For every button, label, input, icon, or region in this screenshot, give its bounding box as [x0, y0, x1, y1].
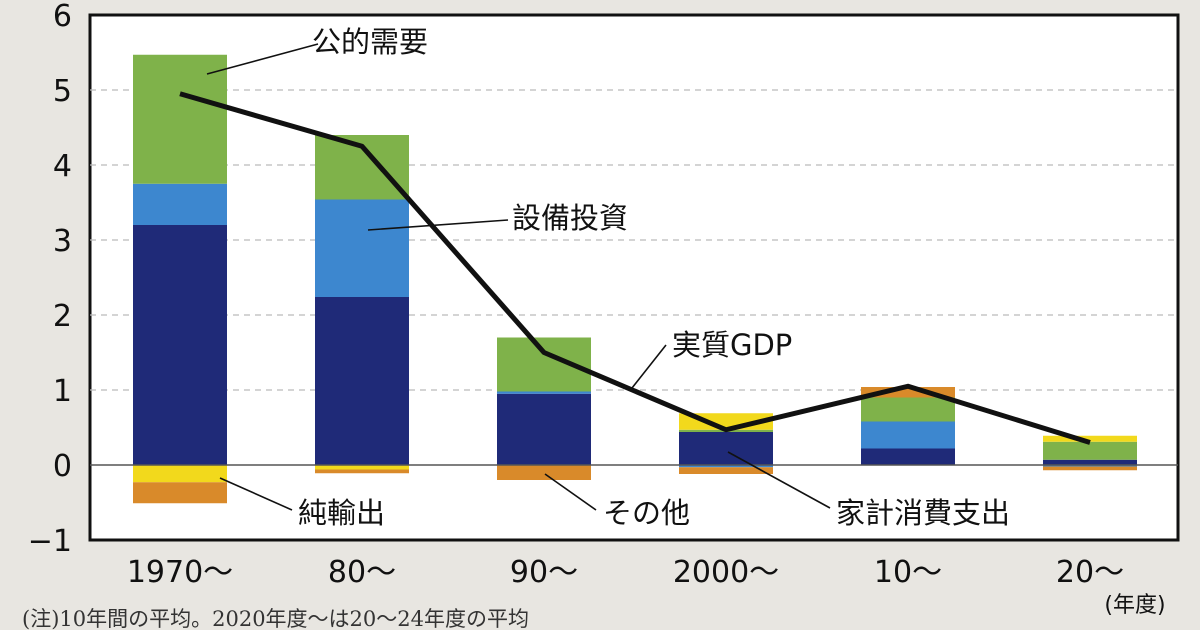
y-tick-label: 1	[53, 374, 72, 409]
bar-segment	[1043, 435, 1137, 442]
annotation-label: 公的需要	[312, 25, 428, 59]
bar-segment	[1043, 441, 1137, 460]
bar-segment	[133, 183, 227, 225]
bar-segment	[315, 199, 409, 297]
y-tick-label: 4	[53, 149, 72, 184]
bar-segment	[497, 391, 591, 394]
bar-segment	[861, 448, 955, 465]
annotation-leader	[727, 451, 831, 509]
bar-segment	[1043, 466, 1137, 471]
annotation-leaders	[206, 43, 831, 511]
annotation-leader	[367, 219, 509, 231]
y-tick-labels: −1 0 1 2 3 4 5 6	[28, 0, 72, 559]
bar-segment	[679, 465, 773, 468]
annotation-label: 実質GDP	[672, 328, 792, 362]
bar-segment	[497, 465, 591, 480]
bar-segment	[861, 387, 955, 398]
x-tick-labels: 1970〜 80〜 90〜 2000〜 10〜 20〜	[127, 555, 1124, 590]
annotation-leader	[206, 43, 319, 75]
y-tick-label: −1	[28, 524, 72, 559]
annotation-label: 純輸出	[298, 496, 385, 530]
annotation-leader	[544, 473, 597, 511]
y-tick-label: 5	[53, 74, 72, 109]
bar-segment	[315, 297, 409, 465]
bar-segment	[679, 467, 773, 474]
bar-segment	[133, 482, 227, 504]
y-tick-label: 6	[53, 0, 72, 34]
y-tick-label: 2	[53, 299, 72, 334]
x-tick-label: 20〜	[1056, 555, 1124, 590]
bar-segment	[133, 465, 227, 483]
bar-segment	[315, 469, 409, 474]
annotation-leader	[631, 344, 667, 389]
bars	[133, 54, 1137, 504]
bar-segment	[133, 54, 227, 184]
footnote: (注)10年間の平均。2020年度〜は20〜24年度の平均	[22, 607, 529, 630]
gridlines	[90, 89, 1178, 391]
bar-segment	[861, 421, 955, 449]
y-tick-label: 0	[53, 449, 72, 484]
x-tick-label: 10〜	[874, 555, 942, 590]
x-tick-label: 1970〜	[127, 555, 233, 590]
bar-segment	[133, 225, 227, 465]
annotation-label: 家計消費支出	[836, 496, 1010, 530]
bar-segment	[497, 393, 591, 465]
annotation-label: 設備投資	[512, 201, 628, 235]
plot-area	[88, 13, 1180, 542]
annotation-label: その他	[603, 496, 690, 530]
y-tick-label: 3	[53, 224, 72, 259]
bar-segment	[679, 432, 773, 465]
x-tick-label: 90〜	[510, 555, 578, 590]
x-tick-label: 2000〜	[673, 555, 779, 590]
bar-segment	[861, 397, 955, 422]
gdp-line	[179, 91, 1091, 445]
unit-label: (年度)	[1104, 593, 1165, 618]
bar-segment	[315, 465, 409, 470]
bar-segment	[1043, 459, 1137, 465]
annotation-leader	[219, 477, 293, 511]
x-tick-label: 80〜	[328, 555, 396, 590]
